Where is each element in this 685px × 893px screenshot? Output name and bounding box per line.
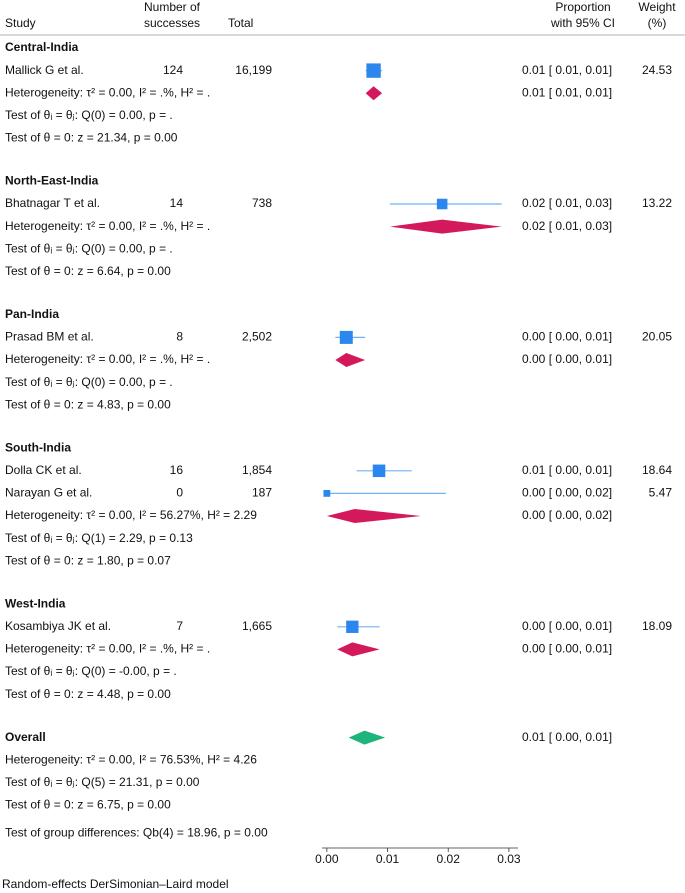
study-square xyxy=(372,464,386,478)
study-name: Kosambiya JK et al. xyxy=(5,619,111,633)
total: 16,199 xyxy=(235,63,272,77)
x-tick-label: 0.03 xyxy=(497,852,521,866)
homogeneity-test: Test of θᵢ = θⱼ: Q(0) = 0.00, p = . xyxy=(5,108,173,122)
weight: 13.22 xyxy=(642,196,672,210)
column-header: Proportion xyxy=(555,0,610,14)
study-ci-label: 0.01 [ 0.00, 0.01] xyxy=(522,463,612,477)
study-name: Dolla CK et al. xyxy=(5,463,82,477)
study-square xyxy=(323,490,331,497)
successes: 124 xyxy=(163,63,183,77)
heterogeneity: Heterogeneity: τ² = 0.00, I² = .%, H² = … xyxy=(5,352,210,366)
heterogeneity: Heterogeneity: τ² = 0.00, I² = 56.27%, H… xyxy=(5,508,257,522)
summary-ci-label: 0.02 [ 0.01, 0.03] xyxy=(522,219,612,233)
summary-diamond xyxy=(389,219,502,234)
effect-test: Test of θ = 0: z = 21.34, p = 0.00 xyxy=(5,131,178,145)
total: 1,854 xyxy=(242,463,272,477)
column-header: Weight xyxy=(638,0,676,14)
overall-title: Overall xyxy=(5,730,46,744)
study-name: Bhatnagar T et al. xyxy=(5,196,100,210)
group-title: North-East-India xyxy=(5,174,99,188)
weight: 18.09 xyxy=(642,619,672,633)
effect-test: Test of θ = 0: z = 4.83, p = 0.00 xyxy=(5,397,171,411)
heterogeneity: Heterogeneity: τ² = 0.00, I² = .%, H² = … xyxy=(5,219,210,233)
summary-diamond xyxy=(335,353,366,367)
summary-ci-label: 0.00 [ 0.00, 0.02] xyxy=(522,508,612,522)
study-ci-label: 0.00 [ 0.00, 0.02] xyxy=(522,486,612,500)
successes: 8 xyxy=(176,330,183,344)
summary-ci-label: 0.01 [ 0.01, 0.01] xyxy=(522,85,612,99)
column-header: (%) xyxy=(648,16,667,30)
effect-test: Test of θ = 0: z = 1.80, p = 0.07 xyxy=(5,553,171,567)
group-title: South-India xyxy=(5,440,71,454)
total: 187 xyxy=(252,486,272,500)
study-ci-label: 0.00 [ 0.00, 0.01] xyxy=(522,619,612,633)
total: 1,665 xyxy=(242,619,272,633)
study-ci-label: 0.02 [ 0.01, 0.03] xyxy=(522,196,612,210)
x-tick-label: 0.00 xyxy=(315,852,339,866)
successes: 0 xyxy=(176,486,183,500)
effect-test: Test of θ = 0: z = 6.75, p = 0.00 xyxy=(5,798,171,812)
homogeneity-test: Test of θᵢ = θⱼ: Q(5) = 21.31, p = 0.00 xyxy=(5,775,200,789)
summary-ci-label: 0.01 [ 0.00, 0.01] xyxy=(522,730,612,744)
column-header: successes xyxy=(144,16,200,30)
group-title: Pan-India xyxy=(5,307,59,321)
successes: 14 xyxy=(170,196,184,210)
heterogeneity: Heterogeneity: τ² = 0.00, I² = .%, H² = … xyxy=(5,85,210,99)
summary-diamond xyxy=(365,86,383,101)
successes: 7 xyxy=(176,619,183,633)
weight: 18.64 xyxy=(642,463,672,477)
homogeneity-test: Test of θᵢ = θⱼ: Q(0) = -0.00, p = . xyxy=(5,664,177,678)
column-header: Total xyxy=(228,16,253,30)
weight: 5.47 xyxy=(649,486,673,500)
group-title: West-India xyxy=(5,596,66,610)
summary-diamond xyxy=(337,642,380,657)
study-square xyxy=(339,330,353,344)
total: 2,502 xyxy=(242,330,272,344)
x-tick-label: 0.01 xyxy=(376,852,400,866)
study-square xyxy=(346,620,359,633)
summary-ci-label: 0.00 [ 0.00, 0.01] xyxy=(522,642,612,656)
heterogeneity: Heterogeneity: τ² = 0.00, I² = 76.53%, H… xyxy=(5,752,257,766)
study-ci-label: 0.01 [ 0.01, 0.01] xyxy=(522,63,612,77)
effect-test: Test of θ = 0: z = 4.48, p = 0.00 xyxy=(5,687,171,701)
study-name: Prasad BM et al. xyxy=(5,330,94,344)
heterogeneity: Heterogeneity: τ² = 0.00, I² = .%, H² = … xyxy=(5,642,210,656)
study-name: Narayan G et al. xyxy=(5,486,92,500)
homogeneity-test: Test of θᵢ = θⱼ: Q(0) = 0.00, p = . xyxy=(5,241,173,255)
group-test: Test of group differences: Qb(4) = 18.96… xyxy=(5,826,268,840)
study-ci-label: 0.00 [ 0.00, 0.01] xyxy=(522,330,612,344)
weight: 24.53 xyxy=(642,63,672,77)
column-header: Number of xyxy=(144,0,201,14)
study-square xyxy=(436,198,448,210)
total: 738 xyxy=(252,196,272,210)
study-square xyxy=(366,63,381,78)
homogeneity-test: Test of θᵢ = θⱼ: Q(0) = 0.00, p = . xyxy=(5,375,173,389)
x-tick-label: 0.02 xyxy=(437,852,461,866)
group-title: Central-India xyxy=(5,40,79,54)
summary-ci-label: 0.00 [ 0.00, 0.01] xyxy=(522,352,612,366)
homogeneity-test: Test of θᵢ = θⱼ: Q(1) = 2.29, p = 0.13 xyxy=(5,531,193,545)
summary-diamond xyxy=(326,509,421,523)
column-header: Study xyxy=(5,16,36,30)
summary-diamond xyxy=(348,730,386,745)
footnote: Random-effects DerSimonian–Laird model xyxy=(2,877,229,891)
effect-test: Test of θ = 0: z = 6.64, p = 0.00 xyxy=(5,264,171,278)
successes: 16 xyxy=(170,463,184,477)
study-name: Mallick G et al. xyxy=(5,63,84,77)
weight: 20.05 xyxy=(642,330,672,344)
column-header: with 95% CI xyxy=(550,16,615,30)
